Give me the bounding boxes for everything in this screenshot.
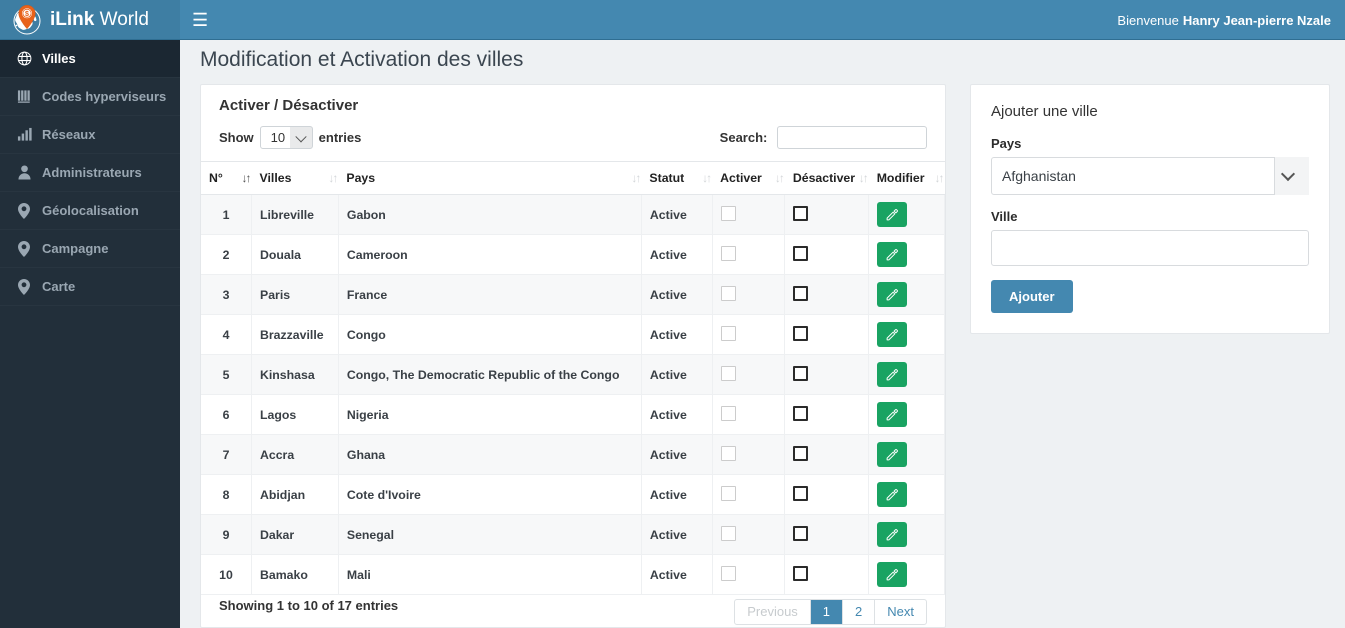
svg-text:$: $ bbox=[25, 11, 29, 18]
